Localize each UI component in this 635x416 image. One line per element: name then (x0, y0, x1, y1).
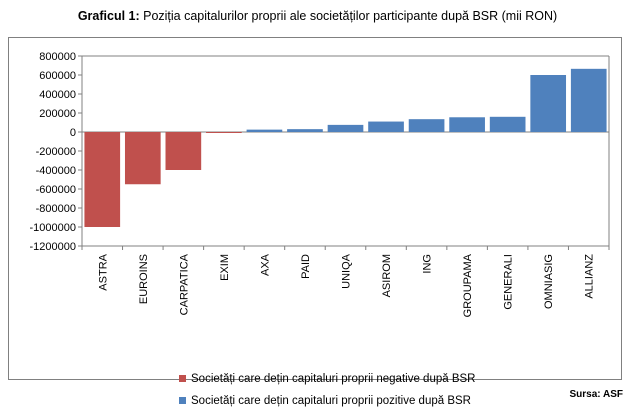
source-note: Sursa: ASF (569, 389, 623, 400)
x-tick-label: GENERALI (503, 254, 515, 310)
bar-allianz (570, 68, 607, 132)
chart-title: Graficul 1: Poziția capitalurilor propri… (77, 9, 558, 23)
y-tick-label: -600000 (36, 184, 76, 196)
bar-astra (84, 132, 121, 227)
x-tick-label: ING (422, 254, 434, 274)
x-tick-label: PAID (300, 254, 312, 279)
y-tick-label: -800000 (36, 203, 76, 215)
bar-groupama (449, 117, 485, 132)
y-tick-label: -1200000 (30, 241, 77, 253)
y-tick-label: 800000 (39, 51, 76, 63)
x-tick-label: ALLIANZ (584, 254, 596, 299)
x-tick-label: EUROINS (138, 254, 150, 304)
x-tick-label: UNIQA (341, 253, 353, 289)
y-tick-label: 200000 (39, 108, 76, 120)
x-tick-label: AXA (259, 253, 271, 276)
legend: Societăți care dețin capitaluri proprii … (179, 372, 475, 416)
x-tick-label: OMNIASIG (543, 254, 555, 309)
bar-paid (287, 129, 323, 132)
legend-label-positive: Societăți care dețin capitaluri proprii … (191, 394, 471, 407)
bar-carpatica (165, 132, 202, 170)
y-tick-label: 0 (70, 127, 76, 139)
bar-uniqa (327, 124, 364, 132)
bar-axa (246, 129, 283, 132)
x-tick-label: GROUPAMA (462, 253, 474, 317)
legend-item-positive: Societăți care dețin capitaluri proprii … (179, 394, 475, 407)
x-tick-label: ASIROM (381, 254, 393, 297)
legend-label-negative: Societăți care dețin capitaluri proprii … (191, 372, 476, 385)
x-tick-label: EXIM (219, 254, 231, 281)
x-tick-label: CARPATICA (178, 253, 190, 315)
legend-swatch-positive (179, 397, 186, 404)
y-tick-label: -200000 (36, 146, 76, 158)
bar-ing (408, 119, 445, 132)
x-tick-label: ASTRA (97, 253, 109, 290)
y-tick-label: -400000 (36, 165, 76, 177)
legend-item-negative: Societăți care dețin capitaluri proprii … (179, 372, 475, 385)
bar-generali (489, 116, 526, 132)
bar-euroins (124, 132, 161, 185)
bar-exim (206, 132, 242, 133)
chart-frame: 800000 600000 400000 200000 0 -200000 -400000 -… (8, 37, 622, 407)
bar-asirom (368, 121, 404, 132)
y-tick-label: 600000 (39, 70, 76, 82)
y-tick-label: -1000000 (30, 222, 77, 234)
bar-chart: 800000 600000 400000 200000 0 -200000 -400000 -… (30, 51, 610, 317)
legend-swatch-negative (179, 375, 186, 382)
y-tick-label: 400000 (39, 89, 76, 101)
bar-omniasig (530, 75, 567, 132)
